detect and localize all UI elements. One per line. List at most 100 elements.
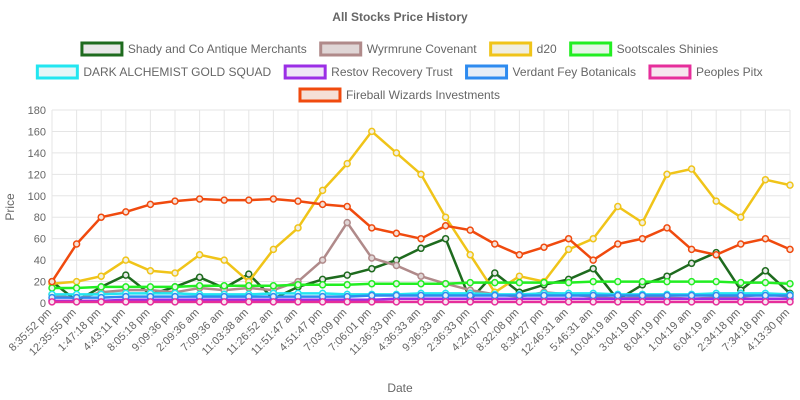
data-point[interactable] <box>195 273 204 282</box>
data-point[interactable] <box>171 298 179 306</box>
data-point[interactable] <box>712 251 720 259</box>
data-point[interactable] <box>638 218 647 227</box>
data-point[interactable] <box>564 291 573 300</box>
data-point[interactable] <box>589 234 597 243</box>
data-point[interactable] <box>392 149 401 157</box>
data-point[interactable] <box>663 224 671 232</box>
legend-item-sootscales-shinies[interactable]: Sootscales Shinies <box>569 41 718 57</box>
data-point[interactable] <box>343 271 351 279</box>
legend-item-wyrmrune-covenant[interactable]: Wyrmrune Covenant <box>319 41 478 57</box>
data-point[interactable] <box>417 272 425 280</box>
data-point[interactable] <box>515 278 524 287</box>
data-point[interactable] <box>195 195 204 203</box>
data-point[interactable] <box>687 259 696 268</box>
data-point[interactable] <box>220 196 228 204</box>
data-point[interactable] <box>368 298 376 306</box>
data-point[interactable] <box>515 251 524 259</box>
data-point[interactable] <box>786 298 794 306</box>
data-point[interactable] <box>146 283 155 291</box>
data-point[interactable] <box>368 279 376 288</box>
data-point[interactable] <box>761 298 770 306</box>
data-point[interactable] <box>564 298 573 306</box>
data-point[interactable] <box>540 291 548 300</box>
data-point[interactable] <box>392 261 401 270</box>
data-point[interactable] <box>72 277 81 286</box>
data-point[interactable] <box>417 279 425 288</box>
data-point[interactable] <box>712 197 720 205</box>
data-point[interactable] <box>441 213 450 221</box>
data-point[interactable] <box>318 186 327 195</box>
data-point[interactable] <box>663 298 671 306</box>
data-point[interactable] <box>663 170 671 179</box>
data-point[interactable] <box>269 282 278 290</box>
data-point[interactable] <box>195 251 204 259</box>
data-point[interactable] <box>540 278 548 287</box>
data-point[interactable] <box>146 267 155 275</box>
data-point[interactable] <box>171 197 179 205</box>
data-point[interactable] <box>712 291 720 300</box>
data-point[interactable] <box>122 298 130 306</box>
data-point[interactable] <box>737 240 745 248</box>
data-point[interactable] <box>761 278 770 287</box>
data-point[interactable] <box>491 269 499 277</box>
data-point[interactable] <box>761 291 770 300</box>
data-point[interactable] <box>687 291 696 300</box>
data-point[interactable] <box>294 298 302 306</box>
data-point[interactable] <box>466 291 474 300</box>
data-point[interactable] <box>318 256 327 264</box>
data-point[interactable] <box>220 298 228 306</box>
data-point[interactable] <box>72 240 81 248</box>
data-point[interactable] <box>195 298 204 306</box>
data-point[interactable] <box>589 264 597 273</box>
data-point[interactable] <box>294 224 302 232</box>
legend-item-shady-and-co-antique-merchants[interactable]: Shady and Co Antique Merchants <box>80 41 307 57</box>
data-point[interactable] <box>589 256 597 264</box>
data-point[interactable] <box>564 234 573 243</box>
legend-item-restov-recovery-trust[interactable]: Restov Recovery Trust <box>283 64 453 80</box>
data-point[interactable] <box>466 278 474 287</box>
data-point[interactable] <box>687 298 696 306</box>
data-point[interactable] <box>417 291 425 300</box>
data-point[interactable] <box>97 283 105 291</box>
data-point[interactable] <box>687 277 696 286</box>
data-point[interactable] <box>737 213 745 221</box>
data-point[interactable] <box>540 243 548 251</box>
data-point[interactable] <box>122 208 130 216</box>
data-point[interactable] <box>417 244 425 253</box>
data-point[interactable] <box>171 283 179 291</box>
data-point[interactable] <box>368 291 376 300</box>
data-point[interactable] <box>761 175 770 184</box>
data-point[interactable] <box>638 298 647 306</box>
data-point[interactable] <box>220 256 228 264</box>
data-point[interactable] <box>441 234 450 243</box>
data-point[interactable] <box>146 298 155 306</box>
data-point[interactable] <box>294 281 302 289</box>
data-point[interactable] <box>638 277 647 286</box>
data-point[interactable] <box>589 298 597 306</box>
data-point[interactable] <box>97 298 105 306</box>
data-point[interactable] <box>48 298 56 306</box>
data-point[interactable] <box>614 298 622 306</box>
data-point[interactable] <box>491 298 499 306</box>
data-point[interactable] <box>48 284 56 292</box>
data-point[interactable] <box>441 279 450 288</box>
data-point[interactable] <box>97 272 105 280</box>
legend-item-d20[interactable]: d20 <box>489 41 557 57</box>
data-point[interactable] <box>663 277 671 286</box>
data-point[interactable] <box>417 234 425 243</box>
data-point[interactable] <box>564 245 573 254</box>
data-point[interactable] <box>712 277 720 286</box>
data-point[interactable] <box>368 127 376 136</box>
data-point[interactable] <box>786 291 794 300</box>
data-point[interactable] <box>343 281 351 289</box>
data-point[interactable] <box>712 298 720 306</box>
data-point[interactable] <box>343 298 351 306</box>
data-point[interactable] <box>737 291 745 300</box>
data-point[interactable] <box>343 202 351 211</box>
data-point[interactable] <box>72 298 81 306</box>
data-point[interactable] <box>441 291 450 300</box>
data-point[interactable] <box>146 200 155 209</box>
data-point[interactable] <box>761 234 770 243</box>
data-point[interactable] <box>466 226 474 234</box>
data-point[interactable] <box>515 291 524 300</box>
